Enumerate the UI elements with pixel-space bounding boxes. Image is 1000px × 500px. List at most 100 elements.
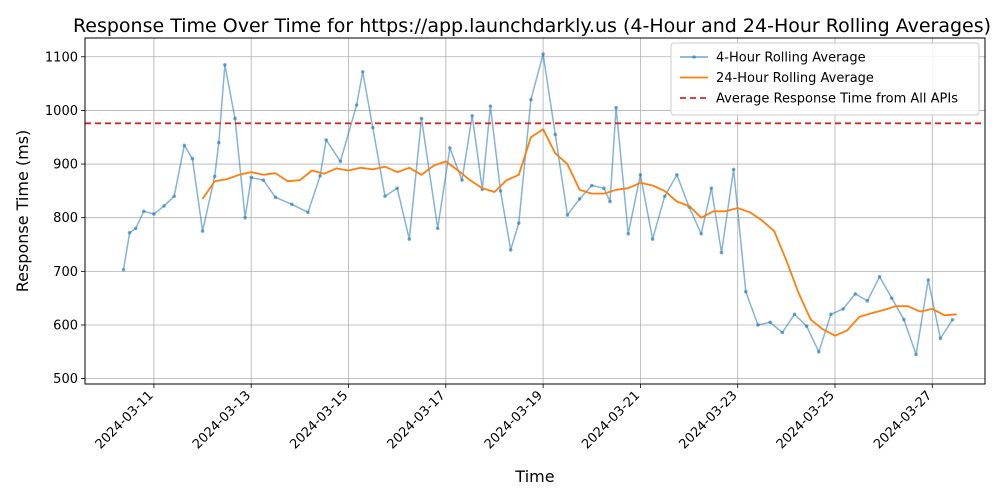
series-0-point [419, 116, 424, 121]
x-tick-label: 2024-03-15 [287, 388, 351, 452]
series-0-point [938, 336, 943, 341]
series-0-point [719, 250, 724, 255]
series-0-point [395, 186, 399, 191]
series-0-point [182, 143, 187, 148]
series-0-point [792, 312, 797, 317]
series-0-point [371, 125, 375, 130]
series-0-point [133, 226, 138, 231]
series-0-point [902, 317, 906, 322]
series-0-point [212, 174, 217, 179]
series-0-point [141, 209, 146, 214]
y-tick-label: 1100 [45, 50, 78, 65]
series-0-point [889, 296, 894, 300]
series-0-point [675, 172, 679, 177]
series-0-point [318, 174, 322, 178]
series-0-point [914, 352, 918, 357]
series-0-point [338, 159, 343, 164]
series-0-point [289, 202, 294, 207]
series-0-point [324, 138, 329, 142]
legend-marker-0 [692, 55, 696, 59]
y-tick-label: 900 [53, 158, 78, 173]
x-tick-label: 2024-03-27 [871, 388, 935, 452]
series-line-1 [201, 128, 957, 337]
series-0-point [498, 189, 503, 193]
x-tick-label: 2024-03-25 [774, 388, 838, 452]
series-0-point [950, 317, 955, 322]
series-lines [121, 52, 957, 357]
series-0-point [121, 267, 126, 272]
series-0-point [273, 195, 278, 200]
plot-area-frame [84, 37, 986, 385]
legend-label-0: 4-Hour Rolling Average [716, 51, 866, 66]
y-tick-label: 700 [53, 265, 78, 280]
series-0-point [529, 97, 533, 102]
series-0-point [926, 278, 931, 282]
series-0-point [565, 213, 570, 217]
series-0-point [877, 274, 882, 279]
x-tick-label: 2024-03-13 [190, 388, 254, 452]
series-0-point [602, 186, 606, 191]
series-0-point [804, 324, 809, 328]
series-0-point [756, 323, 760, 327]
series-0-point [172, 194, 176, 199]
series-0-point [306, 210, 310, 215]
series-0-point [360, 69, 365, 74]
series-0-point [553, 132, 558, 137]
series-0-point [816, 350, 821, 354]
series-0-point [470, 113, 474, 118]
series-0-point [216, 140, 221, 145]
series-0-point [638, 172, 643, 177]
chart-title: Response Time Over Time for https://app.… [73, 15, 991, 37]
series-0-point [488, 104, 493, 108]
y-tick-label: 1000 [45, 104, 78, 119]
series-line-0 [122, 53, 954, 356]
series-0-point [249, 175, 254, 180]
series-0-point [709, 186, 714, 191]
series-0-point [650, 237, 655, 241]
x-tick-label: 2024-03-19 [482, 388, 546, 452]
series-0-point [243, 215, 247, 220]
series-0-point [435, 226, 440, 231]
series-0-point [516, 221, 521, 225]
series-0-point [383, 194, 387, 199]
legend: 4-Hour Rolling Average 24-Hour Rolling Av… [670, 42, 980, 116]
x-tick-label: 2024-03-21 [579, 388, 643, 452]
series-0-point [829, 312, 833, 317]
series-0-point [731, 167, 736, 172]
x-tick-label: 2024-03-23 [676, 388, 740, 452]
series-0-point [233, 116, 237, 121]
series-0-point [190, 156, 195, 161]
legend-label-1: 24-Hour Rolling Average [716, 71, 874, 86]
series-0-point [127, 230, 132, 235]
series-0-point [541, 52, 545, 56]
y-axis-ticks: 500 600 700 800 900 1000 1100 [45, 50, 85, 387]
x-axis-label: Time [514, 467, 554, 486]
series-0-point [407, 237, 412, 241]
series-0-point [354, 103, 359, 107]
series-0-point [662, 194, 667, 199]
series-0-point [448, 146, 452, 150]
legend-box [670, 42, 980, 116]
series-0-point [460, 178, 464, 182]
x-axis-ticks: 2024-03-11 2024-03-13 2024-03-15 2024-03-17… [93, 384, 935, 452]
series-0-point [261, 178, 266, 182]
series-0-point [223, 63, 227, 67]
y-tick-label: 800 [53, 211, 78, 226]
series-0-point [608, 199, 612, 204]
series-0-point [699, 231, 704, 236]
y-tick-label: 600 [53, 318, 78, 333]
series-0-point [589, 183, 594, 188]
x-tick-label: 2024-03-17 [385, 388, 449, 452]
x-tick-label: 2024-03-11 [93, 388, 157, 452]
series-0-point [200, 229, 205, 233]
series-0-point [768, 320, 772, 325]
series-0-point [152, 212, 156, 216]
series-0-point [744, 289, 748, 294]
series-0-point [614, 105, 618, 110]
grid [85, 38, 985, 384]
series-0-point [577, 197, 582, 201]
series-0-point [626, 231, 631, 236]
series-0-point [841, 307, 845, 311]
series-0-point [162, 204, 166, 208]
